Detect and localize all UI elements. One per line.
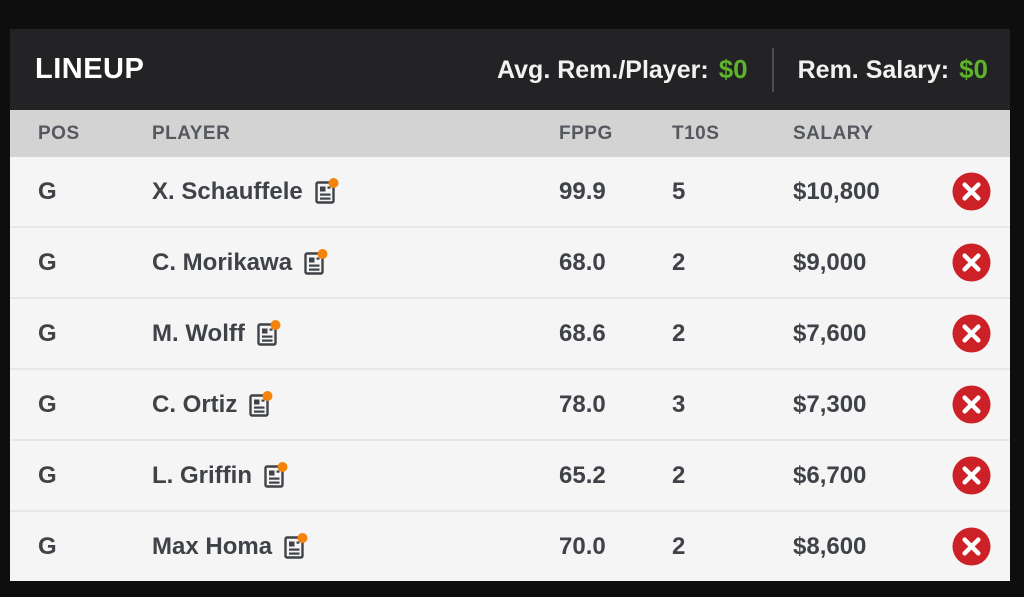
player-name: Max Homa [152, 532, 273, 560]
column-header-fppg: FPPG [559, 122, 613, 144]
t10s-cell: 3 [672, 390, 686, 418]
player-name: L. Griffin [152, 461, 252, 489]
player-cell: C. Ortiz [152, 390, 559, 419]
player-news-icon[interactable] [313, 177, 340, 206]
position-cell: G [38, 177, 57, 205]
salary-cell: $7,600 [793, 319, 867, 347]
t10s-cell: 2 [672, 248, 686, 276]
t10s-cell: 5 [672, 177, 686, 205]
remove-player-button[interactable] [952, 385, 991, 424]
action-cell [933, 172, 1010, 211]
fppg-cell: 99.9 [559, 177, 606, 205]
fppg-cell: 78.0 [559, 390, 606, 418]
column-header-salary: SALARY [793, 122, 874, 144]
table-row: G Max Homa 70.0 2 $8,600 [10, 512, 1010, 581]
salary-cell: $9,000 [793, 248, 867, 276]
avg-remaining-label: Avg. Rem./Player: [497, 56, 709, 84]
fppg-cell: 68.0 [559, 248, 606, 276]
remaining-salary-stat: Rem. Salary: $0 [798, 54, 988, 85]
table-row: G C. Morikawa 68.0 2 $9,000 [10, 228, 1010, 299]
avg-remaining-per-player-stat: Avg. Rem./Player: $0 [497, 54, 748, 85]
header-stats: Avg. Rem./Player: $0 Rem. Salary: $0 [497, 47, 988, 92]
fppg-cell: 68.6 [559, 319, 606, 347]
remove-player-button[interactable] [952, 172, 991, 211]
column-header-player: PLAYER [152, 122, 231, 144]
t10s-cell: 2 [672, 461, 686, 489]
player-name: C. Ortiz [152, 390, 238, 418]
column-header-t10s: T10S [672, 122, 720, 144]
player-cell: M. Wolff [152, 319, 559, 348]
salary-cell: $8,600 [793, 532, 867, 560]
action-cell [933, 314, 1010, 353]
action-cell [933, 243, 1010, 282]
fppg-cell: 65.2 [559, 461, 606, 489]
salary-cell: $6,700 [793, 461, 867, 489]
player-news-icon[interactable] [262, 461, 289, 490]
lineup-header: LINEUP Avg. Rem./Player: $0 Rem. Salary:… [10, 29, 1010, 110]
table-column-header: POS PLAYER FPPG T10S SALARY [10, 110, 1010, 157]
column-header-pos: POS [38, 122, 80, 144]
player-name: M. Wolff [152, 319, 245, 347]
player-name: C. Morikawa [152, 248, 293, 276]
position-cell: G [38, 390, 57, 418]
t10s-cell: 2 [672, 532, 686, 560]
position-cell: G [38, 461, 57, 489]
player-news-icon[interactable] [302, 248, 329, 277]
table-row: G M. Wolff 68.6 2 $7,600 [10, 299, 1010, 370]
lineup-rows: G X. Schauffele 99.9 5 $10,800 [10, 157, 1010, 581]
table-row: G C. Ortiz 78.0 3 $7,300 [10, 370, 1010, 441]
remove-player-button[interactable] [952, 243, 991, 282]
remove-player-button[interactable] [952, 456, 991, 495]
player-cell: C. Morikawa [152, 248, 559, 277]
player-cell: X. Schauffele [152, 177, 559, 206]
position-cell: G [38, 248, 57, 276]
remaining-salary-value: $0 [959, 54, 988, 84]
player-news-icon[interactable] [247, 390, 274, 419]
remove-player-button[interactable] [952, 527, 991, 566]
player-name: X. Schauffele [152, 177, 303, 205]
panel-title: LINEUP [35, 53, 145, 85]
avg-remaining-value: $0 [718, 54, 748, 84]
t10s-cell: 2 [672, 319, 686, 347]
salary-cell: $10,800 [793, 177, 880, 205]
lineup-panel: LINEUP Avg. Rem./Player: $0 Rem. Salary:… [10, 29, 1010, 581]
player-news-icon[interactable] [282, 532, 309, 561]
player-news-icon[interactable] [255, 319, 282, 348]
stats-divider [771, 47, 774, 92]
player-cell: Max Homa [152, 532, 559, 561]
table-row: G X. Schauffele 99.9 5 $10,800 [10, 157, 1010, 228]
fppg-cell: 70.0 [559, 532, 606, 560]
position-cell: G [38, 532, 57, 560]
position-cell: G [38, 319, 57, 347]
remove-player-button[interactable] [952, 314, 991, 353]
table-row: G L. Griffin 65.2 2 $6,700 [10, 441, 1010, 512]
action-cell [933, 527, 1010, 566]
player-cell: L. Griffin [152, 461, 559, 490]
salary-cell: $7,300 [793, 390, 867, 418]
remaining-salary-label: Rem. Salary: [797, 56, 950, 84]
action-cell [933, 456, 1010, 495]
action-cell [933, 385, 1010, 424]
